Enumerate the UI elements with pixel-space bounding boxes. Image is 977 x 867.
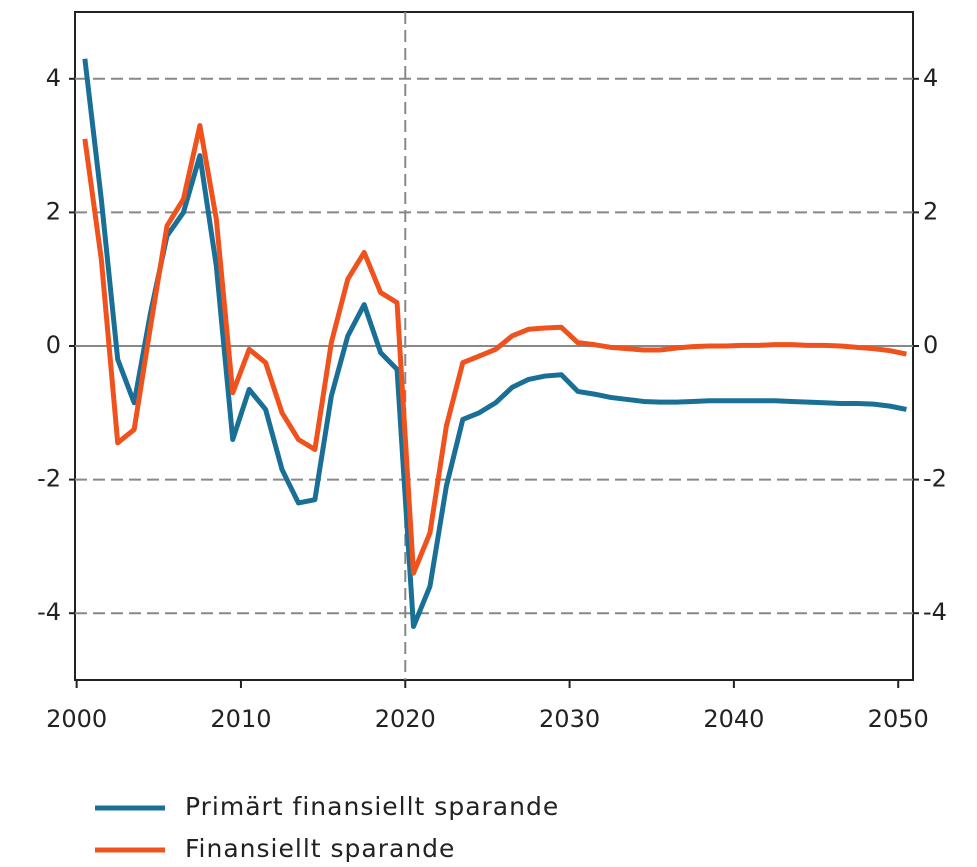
series-line xyxy=(82,58,907,630)
y2-tick-label: 0 xyxy=(923,331,938,359)
y2-tick-label: -4 xyxy=(923,598,947,626)
legend-label: Primärt finansiellt sparande xyxy=(185,792,559,821)
x-tick-label: 2050 xyxy=(868,705,929,733)
y-tick-label: -4 xyxy=(37,598,61,626)
x-tick-label: 2020 xyxy=(375,705,436,733)
x-tick-label: 2030 xyxy=(539,705,600,733)
y2-tick-label: 4 xyxy=(923,64,938,92)
y2-tick-label: -2 xyxy=(923,465,947,493)
y2-tick-label: 2 xyxy=(923,197,938,225)
y-tick-label: 2 xyxy=(46,197,61,225)
y-tick-label: 0 xyxy=(46,331,61,359)
legend-label: Finansiellt sparande xyxy=(185,834,455,863)
x-tick-label: 2000 xyxy=(46,705,107,733)
series-line xyxy=(82,123,907,576)
x-tick-label: 2040 xyxy=(703,705,764,733)
x-tick-label: 2010 xyxy=(210,705,271,733)
y-tick-label: 4 xyxy=(46,64,61,92)
y-tick-label: -2 xyxy=(37,465,61,493)
